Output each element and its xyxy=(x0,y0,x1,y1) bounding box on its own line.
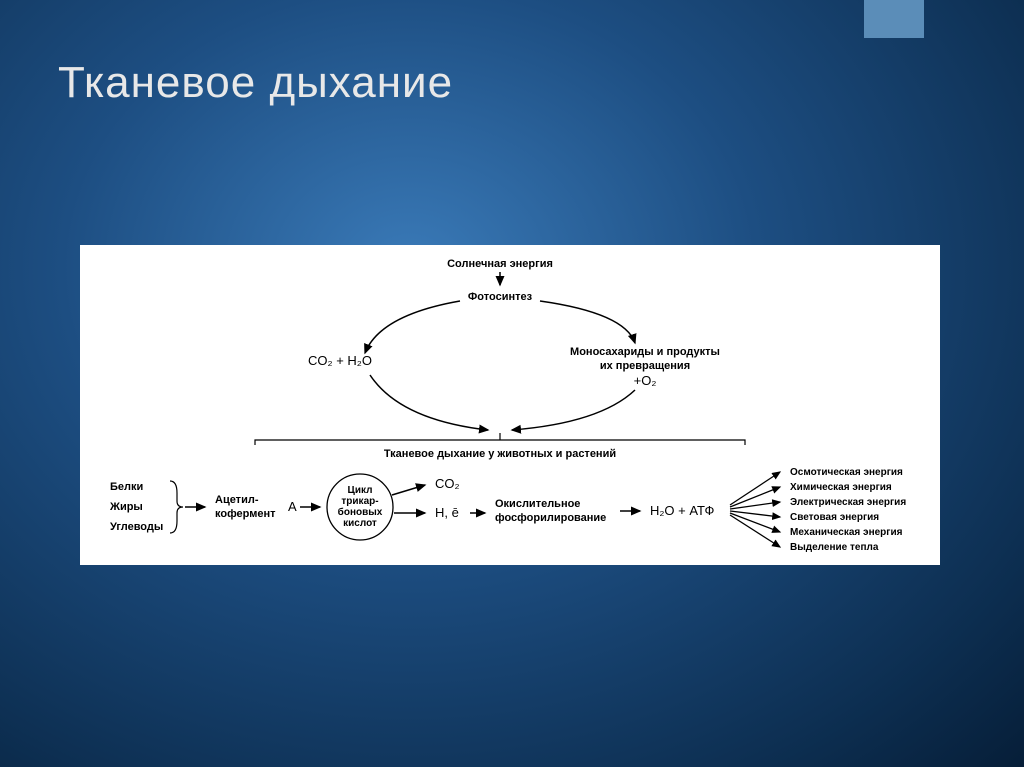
cycle-4: кислот xyxy=(343,518,377,529)
energy-2: Электрическая энергия xyxy=(790,497,906,508)
energy-0: Осмотическая энергия xyxy=(790,467,903,478)
arrow-energy-0 xyxy=(730,472,780,505)
arrow-bottom-right xyxy=(512,390,635,430)
arrow-cycle-co2 xyxy=(392,485,425,495)
acetyl-1: Ацетил- xyxy=(215,494,259,506)
oxid-2: фосфорилирование xyxy=(495,512,606,524)
acetyl-2: кофермент xyxy=(215,508,276,520)
arrow-bottom-left xyxy=(370,375,488,430)
cycle-3: боновых xyxy=(338,506,383,518)
arrow-energy-1 xyxy=(730,487,780,507)
input-2: Углеводы xyxy=(110,521,163,533)
energy-5: Выделение тепла xyxy=(790,542,879,553)
mono-label-1: Моносахариды и продукты xyxy=(570,346,720,358)
cycle-2: трикар- xyxy=(341,496,378,507)
acetyl-a: А xyxy=(288,499,297,514)
photosynthesis-label: Фотосинтез xyxy=(468,291,533,303)
he-out: H, ē xyxy=(435,505,459,520)
input-1: Жиры xyxy=(109,501,143,513)
energy-1: Химическая энергия xyxy=(790,482,892,493)
solar-energy-label: Солнечная энергия xyxy=(447,258,553,270)
energy-3: Световая энергия xyxy=(790,512,879,523)
diagram-container: Солнечная энергия Фотосинтез CO₂ + H₂O М… xyxy=(80,245,940,565)
energy-4: Механическая энергия xyxy=(790,527,903,538)
bracket-top xyxy=(255,440,745,445)
co2-h2o-formula: CO₂ + H₂O xyxy=(308,353,372,368)
mono-label-3: +O₂ xyxy=(634,373,657,388)
input-0: Белки xyxy=(110,481,143,493)
accent-bar xyxy=(864,0,924,38)
oxid-1: Окислительное xyxy=(495,498,580,510)
arrow-energy-2 xyxy=(730,502,780,509)
slide-title: Тканевое дыхание xyxy=(58,58,453,108)
bracket-label: Тканевое дыхание у животных и растений xyxy=(384,448,616,460)
mono-label-2: их превращения xyxy=(600,360,690,372)
arrow-photo-right xyxy=(540,301,635,343)
arrow-photo-left xyxy=(365,301,460,353)
input-bracket xyxy=(170,481,183,533)
cycle-1: Цикл xyxy=(348,485,373,496)
diagram-svg: Солнечная энергия Фотосинтез CO₂ + H₂O М… xyxy=(80,245,940,565)
atp-formula: H₂O + АТФ xyxy=(650,503,715,518)
arrow-energy-5 xyxy=(730,515,780,547)
co2-out: CO₂ xyxy=(435,476,460,491)
